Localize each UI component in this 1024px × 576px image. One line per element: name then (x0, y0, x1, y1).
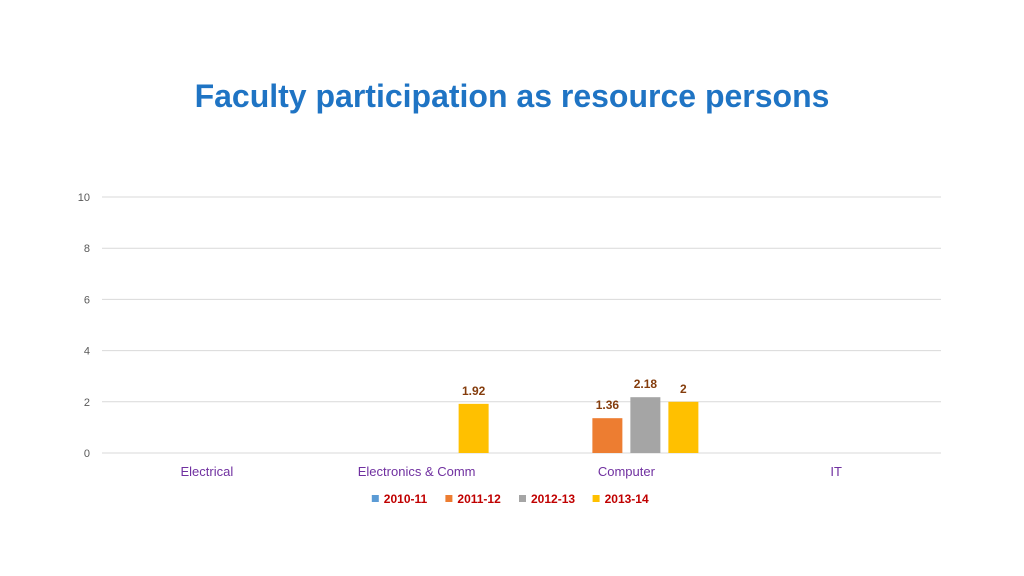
x-category-label: Computer (598, 464, 656, 479)
slide-title: Faculty participation as resource person… (194, 78, 830, 114)
legend-swatch (445, 495, 453, 502)
data-label: 2.18 (634, 377, 658, 391)
data-label: 2 (680, 382, 687, 396)
bar (458, 403, 489, 453)
y-tick-label: 2 (84, 397, 90, 409)
legend-label: 2011-12 (457, 492, 501, 506)
bar (668, 401, 699, 453)
data-label: 1.92 (462, 384, 486, 398)
y-tick-label: 0 (84, 448, 90, 460)
y-tick-label: 6 (84, 294, 90, 306)
legend-label: 2013-14 (605, 492, 649, 506)
data-label: 1.36 (596, 398, 620, 412)
legend-swatch (371, 495, 379, 502)
bar (630, 397, 661, 453)
y-tick-label: 10 (78, 192, 90, 204)
legend-swatch (519, 495, 526, 502)
bar (592, 418, 623, 453)
legend-label: 2012-13 (531, 492, 575, 506)
legend-swatch (592, 495, 600, 502)
y-tick-label: 8 (84, 243, 90, 255)
x-category-label: Electronics & Comm (358, 464, 476, 479)
x-category-label: Electrical (181, 464, 234, 479)
y-tick-label: 4 (84, 346, 90, 358)
legend-label: 2010-11 (384, 492, 428, 506)
x-category-label: IT (830, 464, 842, 479)
